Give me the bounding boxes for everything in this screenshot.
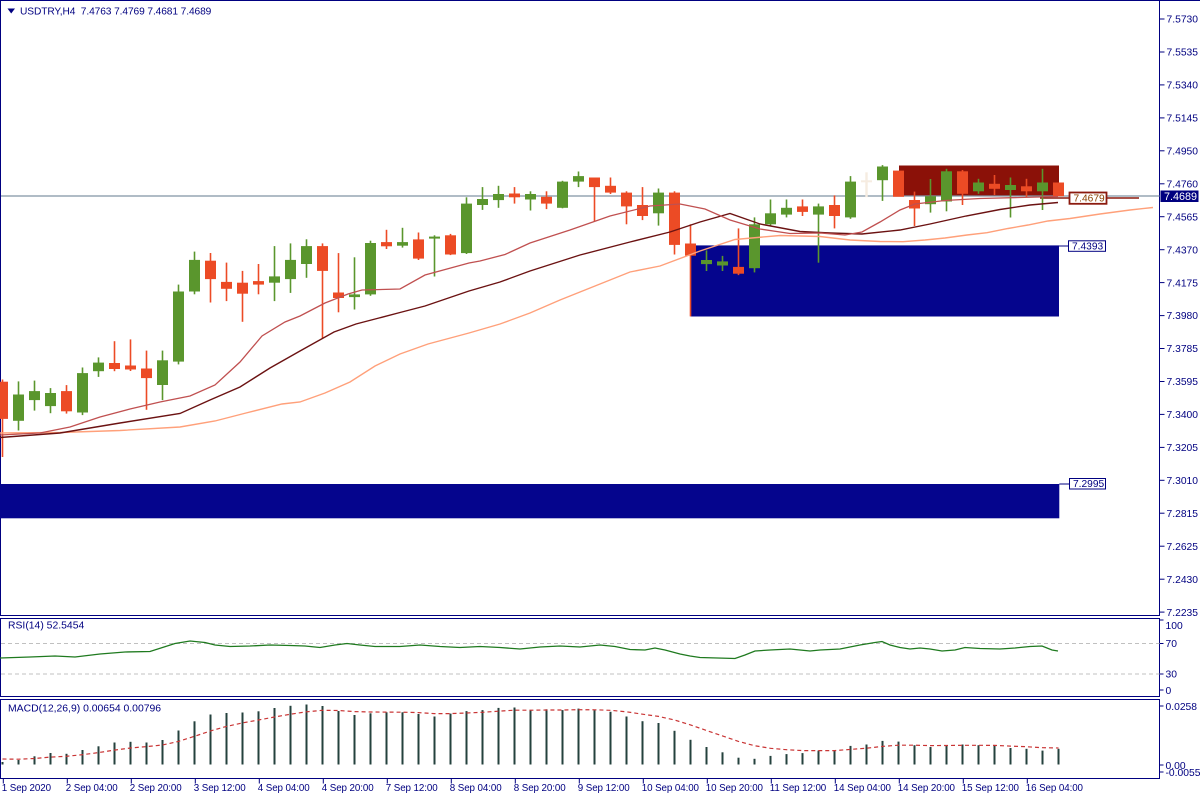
svg-text:70: 70 xyxy=(1166,639,1178,650)
svg-text:11 Sep 12:00: 11 Sep 12:00 xyxy=(770,783,827,794)
svg-text:7.4689: 7.4689 xyxy=(1164,191,1197,203)
svg-text:MACD(12,26,9) 0.00654 0.00796: MACD(12,26,9) 0.00654 0.00796 xyxy=(8,704,161,715)
svg-text:7.5535: 7.5535 xyxy=(1167,48,1199,59)
svg-text:7.2430: 7.2430 xyxy=(1167,575,1199,586)
svg-text:9 Sep 12:00: 9 Sep 12:00 xyxy=(578,783,630,794)
svg-text:7.2995: 7.2995 xyxy=(1073,479,1104,490)
svg-text:7.3010: 7.3010 xyxy=(1167,476,1199,487)
svg-text:8 Sep 20:00: 8 Sep 20:00 xyxy=(514,783,566,794)
svg-text:7.3400: 7.3400 xyxy=(1167,410,1199,421)
svg-text:30: 30 xyxy=(1166,670,1178,681)
svg-text:7.3205: 7.3205 xyxy=(1167,443,1199,454)
svg-text:15 Sep 12:00: 15 Sep 12:00 xyxy=(962,783,1020,794)
svg-text:7.2625: 7.2625 xyxy=(1167,542,1199,553)
svg-text:RSI(14) 52.5454: RSI(14) 52.5454 xyxy=(8,621,84,632)
svg-text:7.4175: 7.4175 xyxy=(1167,278,1199,289)
svg-text:0.0258: 0.0258 xyxy=(1166,702,1198,713)
svg-text:4 Sep 04:00: 4 Sep 04:00 xyxy=(258,783,310,794)
svg-text:7.2235: 7.2235 xyxy=(1167,608,1199,619)
svg-text:8 Sep 04:00: 8 Sep 04:00 xyxy=(450,783,502,794)
svg-text:7.3595: 7.3595 xyxy=(1167,377,1199,388)
svg-text:7.5730: 7.5730 xyxy=(1167,15,1199,26)
svg-text:7 Sep 12:00: 7 Sep 12:00 xyxy=(386,783,438,794)
svg-text:7.4760: 7.4760 xyxy=(1167,179,1199,190)
svg-text:7.4679: 7.4679 xyxy=(1074,193,1105,204)
svg-text:7.3785: 7.3785 xyxy=(1167,344,1199,355)
svg-text:14 Sep 20:00: 14 Sep 20:00 xyxy=(898,783,956,794)
svg-text:2 Sep 20:00: 2 Sep 20:00 xyxy=(130,783,182,794)
svg-text:7.4370: 7.4370 xyxy=(1167,245,1199,256)
svg-text:7.4393: 7.4393 xyxy=(1072,241,1103,252)
svg-text:7.4950: 7.4950 xyxy=(1167,147,1199,158)
svg-text:16 Sep 04:00: 16 Sep 04:00 xyxy=(1026,783,1084,794)
svg-text:USDTRY,H4 7.4763 7.4769 7.468: USDTRY,H4 7.4763 7.4769 7.4681 7.4689 xyxy=(20,7,212,18)
svg-text:2 Sep 04:00: 2 Sep 04:00 xyxy=(66,783,118,794)
svg-text:3 Sep 12:00: 3 Sep 12:00 xyxy=(194,783,246,794)
svg-text:7.5145: 7.5145 xyxy=(1167,114,1199,125)
svg-text:10 Sep 04:00: 10 Sep 04:00 xyxy=(642,783,700,794)
svg-text:4 Sep 20:00: 4 Sep 20:00 xyxy=(322,783,374,794)
svg-text:100: 100 xyxy=(1166,621,1183,632)
svg-text:-0.00556: -0.00556 xyxy=(1166,768,1200,779)
svg-text:0.00: 0.00 xyxy=(1166,761,1186,772)
svg-text:1 Sep 2020: 1 Sep 2020 xyxy=(2,783,52,794)
svg-text:7.2815: 7.2815 xyxy=(1167,509,1199,520)
svg-text:7.3980: 7.3980 xyxy=(1167,311,1199,322)
svg-text:10 Sep 20:00: 10 Sep 20:00 xyxy=(706,783,764,794)
svg-text:0: 0 xyxy=(1166,686,1172,697)
svg-text:7.4565: 7.4565 xyxy=(1167,212,1199,223)
svg-text:14 Sep 04:00: 14 Sep 04:00 xyxy=(834,783,892,794)
svg-text:7.5340: 7.5340 xyxy=(1167,81,1199,92)
